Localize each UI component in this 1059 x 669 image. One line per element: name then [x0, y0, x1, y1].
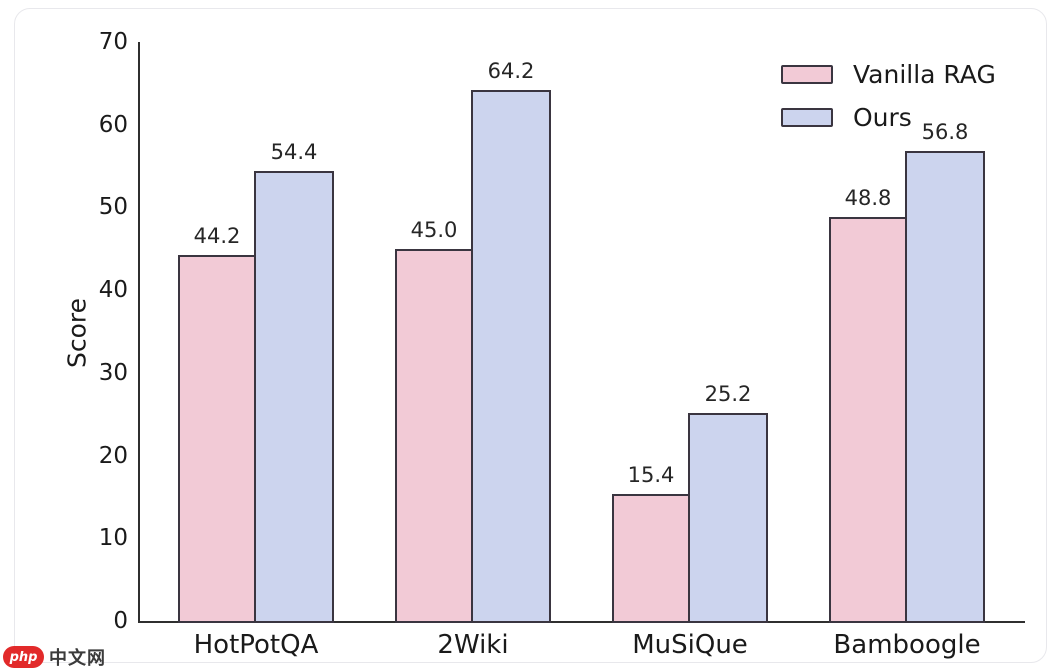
value-label-ours-2wiki: 64.2	[487, 58, 535, 83]
value-label-ours-musique: 25.2	[704, 381, 752, 406]
y-axis-title: Score	[62, 297, 92, 369]
value-label-ours-bamboogle: 56.8	[921, 120, 969, 145]
y-tick-label-0: 0	[113, 608, 128, 634]
value-label-ours-hotpotqa: 54.4	[270, 140, 318, 165]
y-tick-label-70: 70	[98, 29, 128, 55]
bar-ours-bamboogle	[905, 151, 985, 623]
x-axis-label-2wiki: 2Wiki	[437, 630, 509, 660]
value-label-vanilla-rag-bamboogle: 48.8	[844, 186, 892, 211]
legend: Vanilla RAG Ours	[781, 60, 996, 146]
bar-vanilla-rag-musique	[612, 493, 690, 623]
y-tick-label-50: 50	[98, 194, 128, 221]
y-tick-label-10: 10	[98, 525, 128, 552]
legend-label-vanilla-rag: Vanilla RAG	[853, 60, 996, 89]
watermark-site-text: 中文网	[49, 648, 106, 669]
legend-swatch-ours	[781, 108, 833, 127]
x-axis-label-musique: MuSiQue	[632, 630, 748, 660]
y-tick-label-20: 20	[98, 442, 128, 469]
y-tick-label-60: 60	[98, 111, 128, 138]
legend-item-ours: Ours	[781, 103, 996, 132]
y-axis-line	[138, 42, 140, 623]
y-tick-label-40: 40	[98, 277, 128, 304]
bar-ours-2wiki	[471, 89, 551, 623]
watermark: php 中文网	[3, 644, 106, 669]
bar-vanilla-rag-2wiki	[395, 248, 473, 623]
bar-vanilla-rag-bamboogle	[829, 217, 907, 623]
legend-item-vanilla-rag: Vanilla RAG	[781, 60, 996, 89]
y-tick-label-30: 30	[98, 359, 128, 386]
value-label-vanilla-rag-musique: 15.4	[627, 462, 675, 487]
value-label-vanilla-rag-hotpotqa: 44.2	[193, 224, 241, 249]
bar-vanilla-rag-hotpotqa	[178, 255, 256, 623]
x-axis-label-bamboogle: Bamboogle	[833, 630, 981, 660]
bar-ours-hotpotqa	[254, 171, 334, 623]
x-axis-label-hotpotqa: HotPotQA	[193, 630, 319, 660]
x-axis-line	[138, 621, 1025, 623]
value-label-vanilla-rag-2wiki: 45.0	[410, 217, 458, 242]
bar-ours-musique	[688, 412, 768, 623]
php-logo-icon: php	[3, 646, 44, 668]
legend-label-ours: Ours	[853, 103, 912, 132]
legend-swatch-vanilla-rag	[781, 65, 833, 84]
